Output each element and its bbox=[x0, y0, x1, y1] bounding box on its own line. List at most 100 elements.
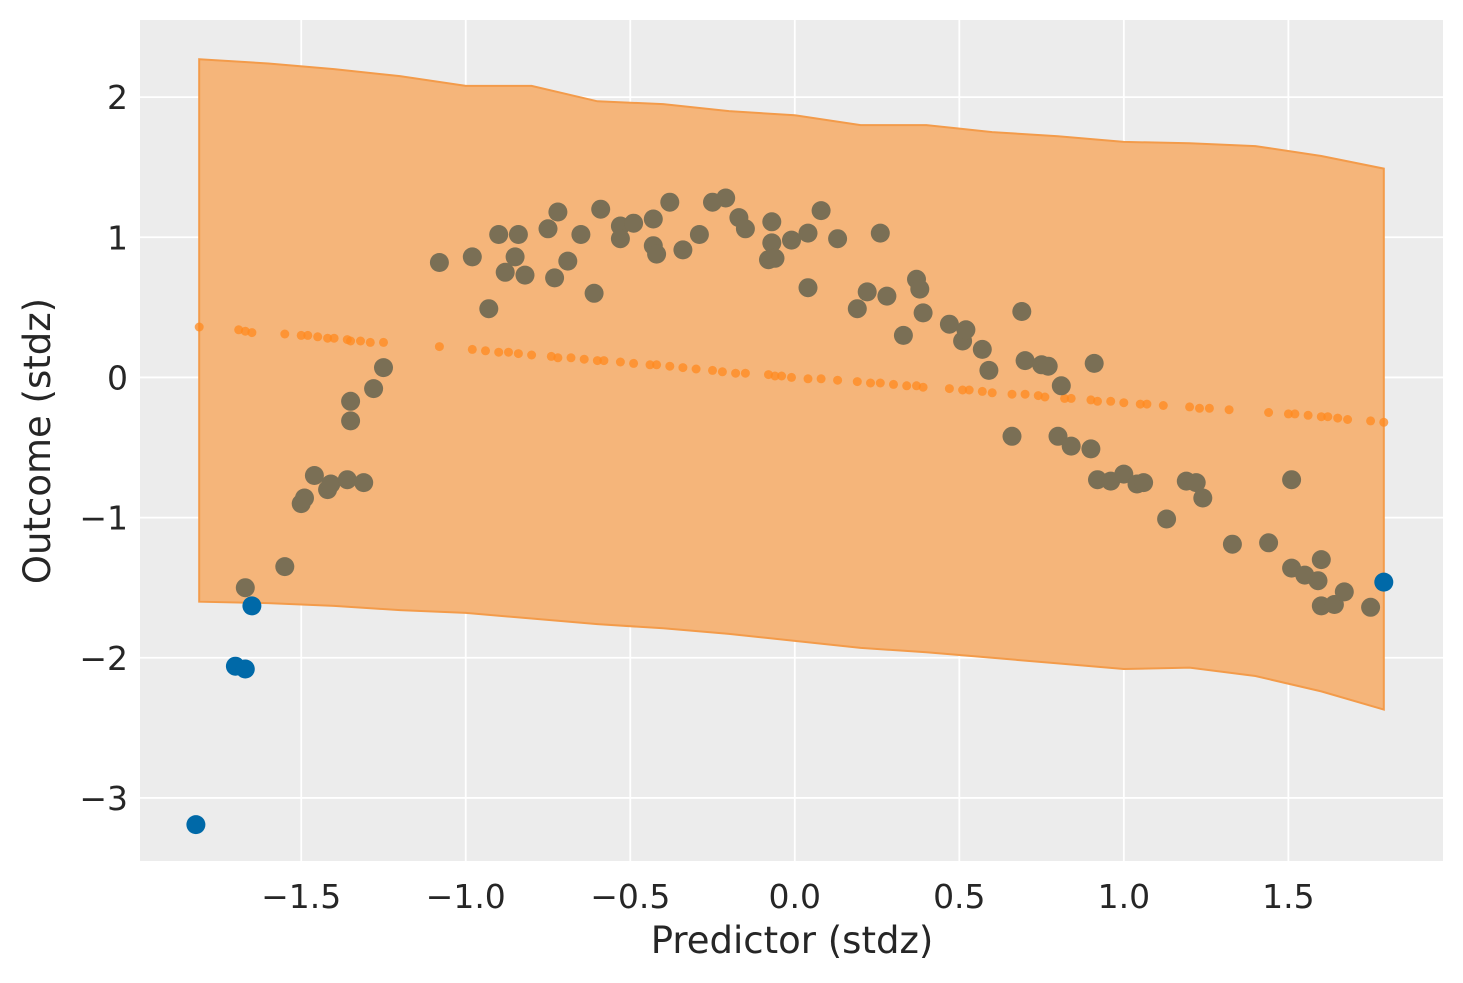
observed-point-inside bbox=[660, 192, 680, 212]
x-tick-label: −1.0 bbox=[426, 877, 506, 916]
mean-point bbox=[833, 375, 843, 385]
mean-point bbox=[599, 356, 609, 366]
mean-point bbox=[717, 367, 727, 377]
observed-point-inside bbox=[762, 233, 782, 253]
observed-point-inside bbox=[857, 282, 877, 302]
observed-point-inside bbox=[643, 209, 663, 229]
mean-point bbox=[280, 329, 290, 339]
x-tick-label: −1.5 bbox=[261, 877, 341, 916]
mean-point bbox=[296, 330, 306, 340]
observed-point-inside bbox=[610, 229, 630, 249]
observed-point-inside bbox=[972, 339, 992, 359]
mean-point bbox=[467, 344, 477, 354]
observed-point-inside bbox=[1048, 426, 1068, 446]
mean-point bbox=[379, 337, 388, 347]
observed-point-inside bbox=[337, 470, 357, 490]
x-axis-label: Predictor (stdz) bbox=[651, 919, 934, 962]
observed-point-inside bbox=[479, 299, 499, 319]
mean-point bbox=[629, 358, 639, 368]
mean-point bbox=[1020, 389, 1030, 399]
observed-point-inside bbox=[798, 278, 818, 298]
y-axis-label: Outcome (stdz) bbox=[16, 298, 59, 584]
observed-point-inside bbox=[689, 225, 709, 244]
mean-point bbox=[740, 368, 750, 378]
observed-point-inside bbox=[1012, 302, 1032, 321]
mean-point bbox=[1316, 412, 1326, 422]
mean-point bbox=[1323, 412, 1333, 422]
y-tick-label: −2 bbox=[79, 639, 128, 678]
mean-point bbox=[513, 349, 523, 359]
observed-point-inside bbox=[462, 247, 482, 267]
mean-point bbox=[615, 357, 625, 367]
observed-point-inside bbox=[571, 225, 591, 244]
mean-point bbox=[494, 347, 504, 357]
mean-point bbox=[1158, 401, 1168, 410]
observed-point-inside bbox=[1186, 473, 1206, 493]
mean-point bbox=[1142, 399, 1152, 409]
y-tick-label: 0 bbox=[107, 358, 128, 397]
mean-point bbox=[1185, 402, 1195, 412]
observed-point-inside bbox=[1222, 534, 1242, 554]
observed-point-inside bbox=[591, 199, 611, 219]
observed-point-inside bbox=[1308, 571, 1328, 591]
observed-point-inside bbox=[1259, 533, 1279, 553]
observed-point-outside bbox=[186, 815, 206, 835]
mean-point bbox=[652, 360, 662, 370]
x-tick-label: 1.0 bbox=[1098, 877, 1150, 916]
mean-point bbox=[553, 353, 563, 363]
mean-point bbox=[1135, 399, 1145, 409]
mean-point bbox=[1066, 393, 1076, 403]
prediction-interval bbox=[198, 58, 1385, 711]
observed-point-inside bbox=[1051, 376, 1071, 396]
mean-point bbox=[527, 350, 537, 360]
mean-point bbox=[1343, 415, 1353, 424]
mean-point bbox=[1264, 408, 1274, 417]
observed-point-inside bbox=[798, 223, 818, 243]
mean-point bbox=[691, 364, 701, 374]
y-axis-ticks: −3 −2 −1 0 1 2 bbox=[79, 78, 128, 818]
observed-point-inside bbox=[1134, 473, 1154, 493]
observed-point-inside bbox=[847, 299, 867, 319]
mean-point bbox=[481, 346, 490, 356]
mean-point bbox=[1007, 389, 1017, 399]
mean-point bbox=[329, 333, 339, 343]
mean-point bbox=[566, 353, 576, 363]
mean-point bbox=[1290, 409, 1300, 419]
mean-point bbox=[866, 378, 875, 388]
observed-point-inside bbox=[341, 391, 361, 411]
x-axis-ticks: −1.5 −1.0 −0.5 0.0 0.5 1.0 1.5 bbox=[261, 877, 1314, 916]
mean-point bbox=[1093, 396, 1102, 406]
observed-point-inside bbox=[1084, 353, 1104, 373]
observed-point-inside bbox=[956, 320, 976, 340]
mean-point bbox=[365, 337, 375, 347]
x-tick-label: 1.5 bbox=[1262, 877, 1314, 916]
observed-point-outside bbox=[1374, 572, 1394, 592]
mean-point bbox=[1119, 398, 1129, 408]
observed-point-inside bbox=[364, 379, 384, 399]
observed-point-inside bbox=[782, 230, 801, 250]
observed-point-inside bbox=[545, 268, 565, 288]
mean-point bbox=[1303, 410, 1313, 420]
mean-point bbox=[1224, 405, 1234, 415]
mean-point bbox=[645, 360, 655, 370]
observed-point-inside bbox=[304, 466, 324, 485]
observed-point-inside bbox=[716, 188, 736, 208]
observed-point-inside bbox=[939, 314, 959, 334]
observed-point-outside bbox=[235, 659, 255, 679]
observed-point-inside bbox=[515, 265, 535, 285]
mean-point bbox=[889, 379, 898, 389]
observed-point-inside bbox=[673, 240, 693, 260]
observed-point-inside bbox=[374, 358, 393, 378]
observed-point-inside bbox=[1081, 439, 1101, 459]
mean-point bbox=[665, 361, 675, 371]
observed-point-inside bbox=[429, 253, 449, 272]
mean-point bbox=[346, 336, 356, 346]
observed-point-inside bbox=[508, 225, 528, 244]
mean-point bbox=[194, 322, 204, 332]
mean-point bbox=[303, 330, 313, 340]
mean-point bbox=[356, 336, 365, 346]
observed-point-inside bbox=[558, 251, 578, 271]
x-tick-label: 0.0 bbox=[769, 877, 821, 916]
mean-point bbox=[1195, 403, 1204, 413]
